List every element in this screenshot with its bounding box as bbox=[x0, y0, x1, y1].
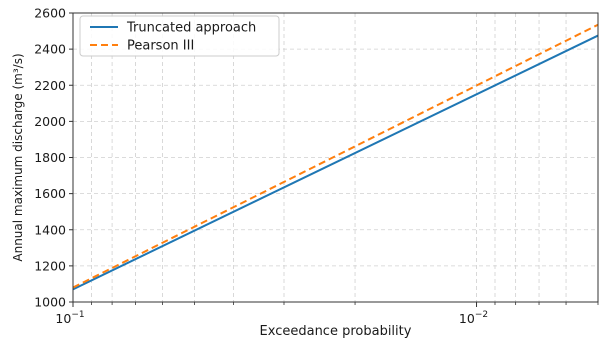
y-axis: 1000 1200 1400 1600 1800 2000 2200 2400 2600 bbox=[34, 6, 73, 310]
legend-label: Pearson III bbox=[127, 39, 194, 54]
y-tick-label: 1800 bbox=[34, 150, 66, 165]
legend: Truncated approach Pearson III bbox=[79, 15, 280, 57]
series-lines bbox=[72, 23, 599, 291]
y-tick-label: 2200 bbox=[34, 78, 66, 93]
x-tick-label: 10−1 bbox=[55, 310, 84, 326]
y-tick-label: 1600 bbox=[34, 186, 66, 201]
x-axis: 10−1 10−2 bbox=[55, 302, 599, 326]
y-tick-label: 1400 bbox=[34, 222, 66, 237]
legend-box bbox=[79, 15, 280, 57]
legend-label: Truncated approach bbox=[126, 21, 256, 36]
y-tick-label: 1200 bbox=[34, 258, 66, 273]
y-axis-label: Annual maximum discharge (m³/s) bbox=[11, 53, 25, 261]
y-tick-label: 2600 bbox=[34, 6, 66, 21]
x-tick-label: 10−2 bbox=[459, 310, 488, 326]
y-tick-label: 2000 bbox=[34, 114, 66, 129]
x-axis-label: Exceedance probability bbox=[260, 324, 412, 339]
series-line-2 bbox=[72, 23, 599, 289]
series-line-1 bbox=[72, 34, 599, 291]
y-tick-label: 2400 bbox=[34, 42, 66, 57]
y-tick-label: 1000 bbox=[34, 295, 66, 310]
grid bbox=[73, 12, 599, 303]
